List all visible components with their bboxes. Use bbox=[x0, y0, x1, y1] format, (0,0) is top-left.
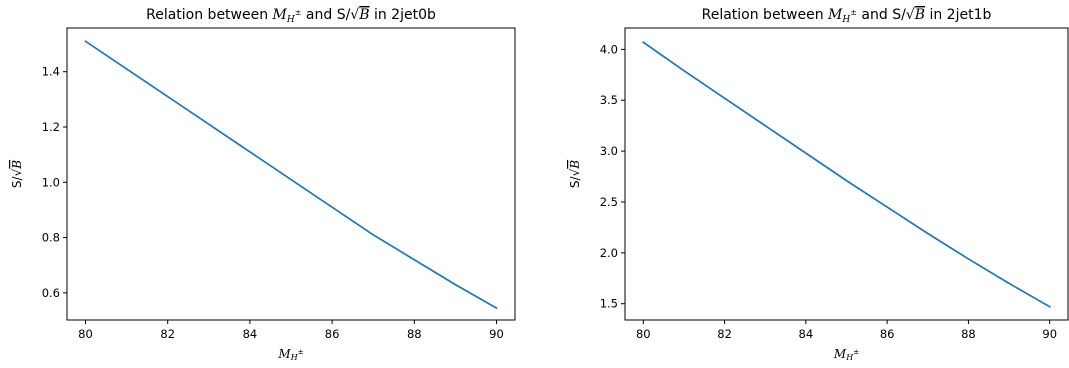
x-tick-label: 82 bbox=[717, 327, 732, 341]
x-tick-label: 86 bbox=[325, 327, 340, 341]
plot-frame bbox=[624, 27, 1069, 321]
y-tick-label: 2.5 bbox=[600, 195, 618, 209]
y-tick-label: 0.6 bbox=[42, 286, 60, 300]
chart-panel-2: 80 82 84 86 88 90 1.5 2.0 2.5 3.0 3.5 4.0 Relation b… bbox=[568, 7, 1069, 362]
y-tick-label: 1.5 bbox=[600, 297, 618, 311]
chart-panel-1: 80 82 84 86 88 90 0.6 0.8 1.0 1.2 1.4 Relation betw… bbox=[10, 7, 516, 362]
x-axis-label: MH± bbox=[277, 347, 303, 362]
y-tick-label: 1.0 bbox=[42, 175, 60, 189]
x-tick-label: 86 bbox=[880, 327, 895, 341]
x-tick-label: 82 bbox=[160, 327, 175, 341]
y-tick-label: 3.0 bbox=[600, 144, 618, 158]
x-tick-label: 80 bbox=[636, 327, 651, 341]
series-line-1 bbox=[642, 41, 1051, 308]
chart-title: Relation between MH± and S/√B in 2jet1b bbox=[702, 7, 992, 25]
y-tick-label: 0.8 bbox=[42, 231, 60, 245]
x-tick-label: 88 bbox=[407, 327, 422, 341]
x-tick-label: 90 bbox=[1042, 327, 1057, 341]
x-tick-label: 84 bbox=[799, 327, 814, 341]
chart-title: Relation between MH± and S/√B in 2jet0b bbox=[146, 7, 436, 25]
y-tick-label: 1.4 bbox=[42, 65, 60, 79]
x-axis-label: MH± bbox=[833, 347, 859, 362]
x-tick-label: 90 bbox=[489, 327, 504, 341]
plot-frame bbox=[66, 27, 516, 321]
x-tick-label: 80 bbox=[78, 327, 93, 341]
y-axis-label: S/√B bbox=[10, 160, 24, 188]
y-tick-label: 3.5 bbox=[600, 93, 618, 107]
y-tick-label: 4.0 bbox=[600, 42, 618, 56]
y-tick-label: 1.2 bbox=[42, 120, 60, 134]
series-line-1 bbox=[84, 40, 498, 310]
y-axis-label: S/√B bbox=[568, 160, 582, 188]
x-tick-label: 88 bbox=[961, 327, 976, 341]
y-tick-label: 2.0 bbox=[600, 246, 618, 260]
x-tick-label: 84 bbox=[243, 327, 258, 341]
